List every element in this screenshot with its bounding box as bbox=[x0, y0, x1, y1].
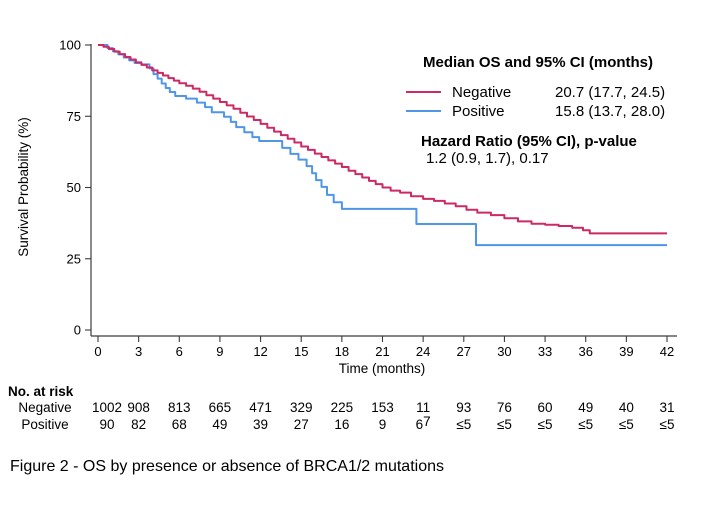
x-tick-label: 3 bbox=[135, 344, 142, 359]
legend-title: Median OS and 95% CI (months) bbox=[423, 54, 653, 71]
risk-count-cell: 11 bbox=[416, 400, 430, 415]
risk-count-cell: ≤5 bbox=[497, 417, 512, 432]
risk-count-cell: 90 bbox=[99, 417, 114, 432]
legend: Median OS and 95% CI (months) Negative 2… bbox=[406, 54, 665, 167]
risk-count-cell: 31 bbox=[659, 400, 674, 415]
x-tick-label: 21 bbox=[375, 344, 389, 359]
risk-count-cell: 225 bbox=[331, 400, 354, 415]
risk-count-cell: 67 bbox=[416, 414, 431, 432]
risk-table: No. at risk Negative 1002 908 813 665 471 329 2… bbox=[8, 384, 675, 432]
y-tick-label: 50 bbox=[67, 180, 81, 195]
risk-count-cell: 93 bbox=[456, 400, 471, 415]
negative-legend-label: Negative bbox=[452, 84, 511, 101]
x-tick-label: 0 bbox=[94, 344, 101, 359]
risk-count-cell: 471 bbox=[249, 400, 272, 415]
risk-count-cell: ≤5 bbox=[538, 417, 553, 432]
y-tick-label: 25 bbox=[67, 251, 81, 266]
risk-count-cell: ≤5 bbox=[660, 417, 675, 432]
risk-count-cell: 665 bbox=[209, 400, 232, 415]
hazard-ratio-value: 1.2 (0.9, 1.7), 0.17 bbox=[426, 150, 549, 167]
risk-count-cell: 27 bbox=[294, 417, 309, 432]
x-axis-title: Time (months) bbox=[339, 361, 426, 376]
x-axis-ticks: 0 3 6 9 12 15 18 21 24 27 30 33 36 39 42 bbox=[94, 336, 674, 359]
risk-count-cell: ≤5 bbox=[619, 417, 634, 432]
risk-count-cell: ≤5 bbox=[578, 417, 593, 432]
x-tick-label: 15 bbox=[294, 344, 308, 359]
risk-count-cell: 60 bbox=[538, 400, 553, 415]
survival-curves bbox=[98, 44, 667, 247]
risk-count-cell: 813 bbox=[168, 400, 191, 415]
risk-count-cell: 49 bbox=[578, 400, 593, 415]
x-tick-label: 27 bbox=[457, 344, 471, 359]
x-tick-label: 42 bbox=[660, 344, 674, 359]
risk-count-cell: 82 bbox=[131, 417, 146, 432]
risk-count-cell: 16 bbox=[334, 417, 349, 432]
x-tick-label: 36 bbox=[578, 344, 592, 359]
y-tick-label: 100 bbox=[59, 38, 81, 53]
y-tick-label: 0 bbox=[74, 323, 81, 338]
positive-legend-label: Positive bbox=[452, 103, 505, 120]
risk-count-cell: 9 bbox=[379, 417, 387, 432]
risk-count-cell: 49 bbox=[212, 417, 227, 432]
x-tick-label: 24 bbox=[416, 344, 430, 359]
x-tick-label: 33 bbox=[538, 344, 552, 359]
risk-count-cell: 908 bbox=[127, 400, 150, 415]
x-tick-label: 30 bbox=[497, 344, 511, 359]
risk-table-rows: Negative 1002 908 813 665 471 329 225 153 11 93 76 6… bbox=[18, 400, 674, 432]
risk-table-title: No. at risk bbox=[8, 384, 74, 399]
y-axis-title: Survival Probability (%) bbox=[16, 117, 31, 257]
x-tick-label: 6 bbox=[176, 344, 183, 359]
risk-count-cell: 153 bbox=[371, 400, 394, 415]
risk-count-cell: 68 bbox=[172, 417, 187, 432]
hazard-ratio-title: Hazard Ratio (95% CI), p-value bbox=[421, 133, 637, 150]
positive-median-value: 15.8 (13.7, 28.0) bbox=[555, 103, 665, 120]
risk-count-cell: 1002 bbox=[92, 400, 122, 415]
risk-count-cell: 40 bbox=[619, 400, 634, 415]
x-tick-label: 9 bbox=[216, 344, 223, 359]
y-axis-ticks: 0 25 50 75 100 bbox=[59, 38, 91, 338]
risk-row-label: Negative bbox=[18, 400, 71, 415]
x-tick-label: 39 bbox=[619, 344, 633, 359]
risk-count-cell: ≤5 bbox=[456, 417, 471, 432]
negative-median-value: 20.7 (17.7, 24.5) bbox=[555, 84, 665, 101]
negative-curve bbox=[98, 44, 667, 235]
y-tick-label: 75 bbox=[67, 109, 81, 124]
risk-count-cell: 76 bbox=[497, 400, 512, 415]
risk-count-cell: 329 bbox=[290, 400, 313, 415]
x-tick-label: 18 bbox=[335, 344, 349, 359]
figure-caption: Figure 2 - OS by presence or absence of … bbox=[10, 458, 444, 475]
x-tick-label: 12 bbox=[253, 344, 267, 359]
risk-row-label: Positive bbox=[21, 417, 68, 432]
risk-count-cell: 39 bbox=[253, 417, 268, 432]
